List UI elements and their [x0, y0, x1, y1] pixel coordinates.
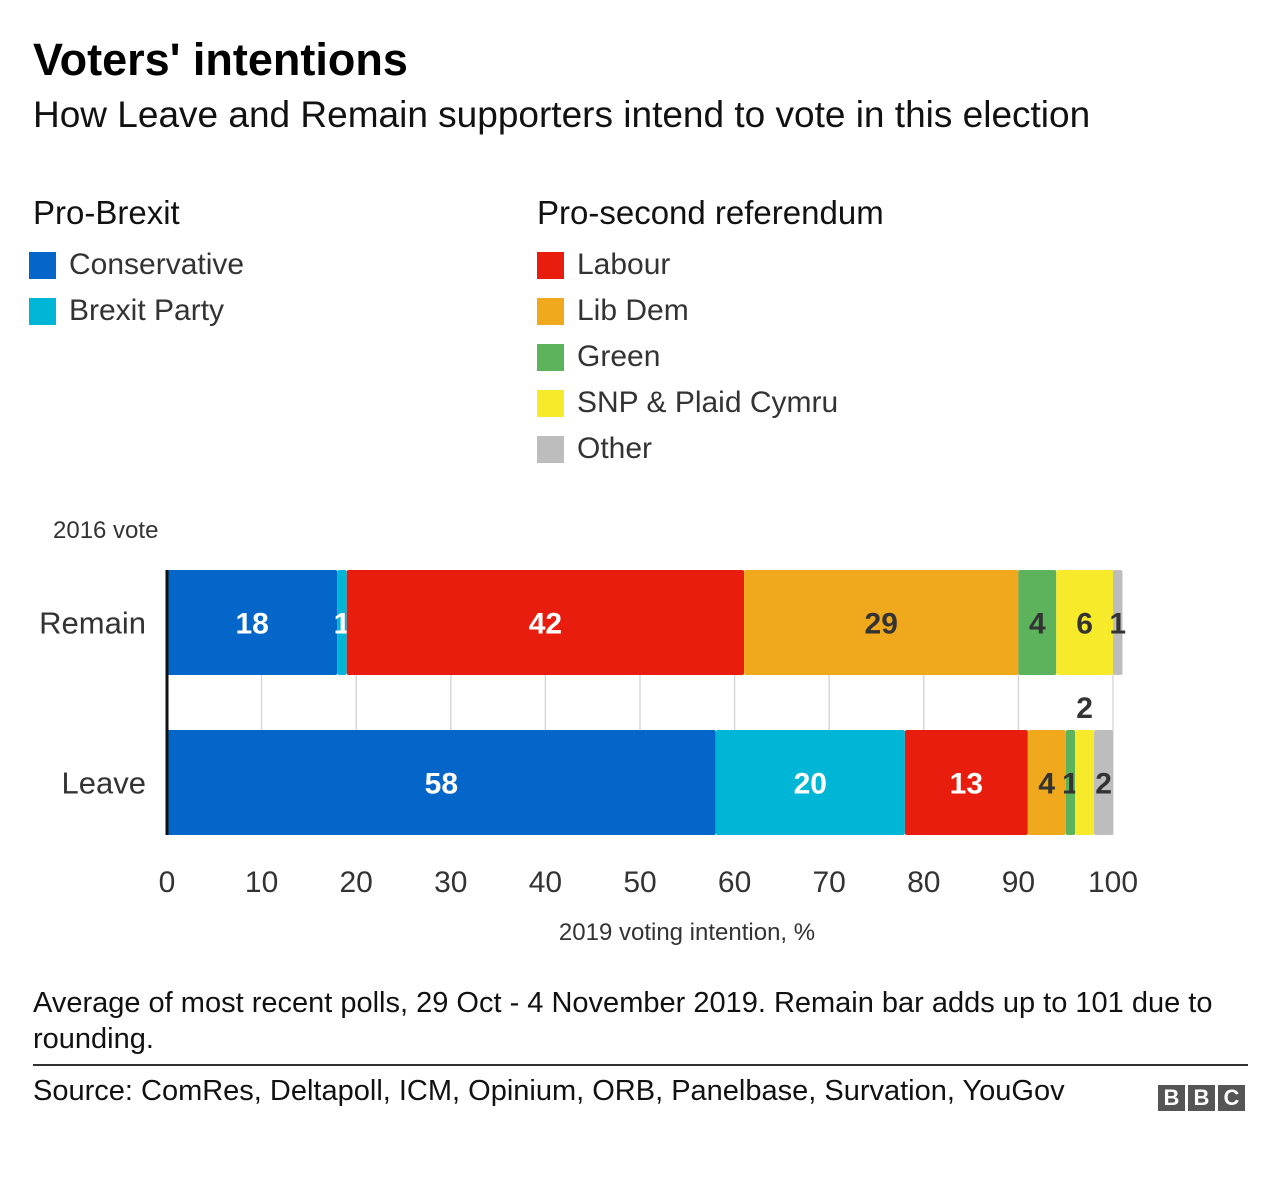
- bar-segment: [1113, 570, 1123, 675]
- x-tick-label: 60: [718, 866, 751, 899]
- category-label: Remain: [39, 606, 146, 641]
- data-label: 1: [1062, 768, 1079, 801]
- data-label: 1: [1109, 608, 1126, 641]
- legend-swatch: [537, 343, 564, 371]
- y-axis-title: 2016 vote: [53, 517, 158, 544]
- legend-swatch: [29, 297, 56, 325]
- source-note: Source: ComRes, Deltapoll, ICM, Opinium,…: [33, 1075, 1065, 1107]
- legend-swatch: [29, 251, 56, 279]
- legend-heading: Pro-Brexit: [33, 194, 180, 231]
- x-tick-label: 70: [813, 866, 846, 899]
- legend-label: Lib Dem: [577, 294, 689, 327]
- x-tick-label: 90: [1002, 866, 1035, 899]
- bar-segment: [1018, 570, 1057, 675]
- legend-item-other: Other: [537, 426, 884, 472]
- data-label: 58: [425, 768, 458, 801]
- legend-heading: Pro-second referendum: [537, 194, 884, 231]
- legend-label: Brexit Party: [69, 294, 225, 327]
- legend-label: Conservative: [69, 248, 245, 281]
- legend-label: Other: [577, 432, 653, 465]
- data-label: 18: [235, 608, 268, 641]
- legend-label: Green: [577, 340, 661, 373]
- data-label: 42: [529, 608, 562, 641]
- data-label: 6: [1076, 608, 1093, 641]
- stacked-bar-chart: 0 10 20 30 40 50 60 70 80 90 100 2016 vote 2019 voti…: [39, 517, 1138, 946]
- x-tick-label: 20: [340, 866, 373, 899]
- legend-item-brexit-party: Brexit Party: [29, 288, 244, 334]
- legend-swatch: [537, 297, 564, 325]
- bar-segment: [715, 730, 905, 835]
- legend-label: Labour: [577, 248, 671, 281]
- bar-segment: [744, 570, 1019, 675]
- bar-segment: [1075, 730, 1095, 835]
- legend-item-lib-dem: Lib Dem: [537, 288, 884, 334]
- data-label: 20: [794, 768, 827, 801]
- data-label: 1: [334, 608, 351, 641]
- legend-swatch: [537, 435, 564, 463]
- x-tick-label: 40: [529, 866, 562, 899]
- x-tick-label: 30: [434, 866, 467, 899]
- data-label: 13: [950, 768, 983, 801]
- data-label: 2: [1076, 692, 1093, 725]
- bar-segment: [1027, 730, 1066, 835]
- data-label: 4: [1038, 768, 1055, 801]
- bar-segment: [1094, 730, 1113, 835]
- data-label: 4: [1029, 608, 1046, 641]
- footnote: Average of most recent polls, 29 Oct - 4…: [33, 987, 1213, 1055]
- bar-segment: [346, 570, 745, 675]
- bar-segment: [167, 570, 338, 675]
- data-label: 2: [1095, 768, 1112, 801]
- x-axis-title: 2019 voting intention, %: [559, 919, 815, 946]
- legend-group-pro-second-referendum: Pro-second referendum Labour Lib Dem Gre…: [537, 194, 884, 472]
- bar-segment: [167, 730, 716, 835]
- legend-swatch: [537, 389, 564, 417]
- divider: [33, 1064, 1248, 1066]
- x-tick-label: 10: [245, 866, 278, 899]
- x-tick-label: 80: [907, 866, 940, 899]
- legend-item-green: Green: [537, 334, 884, 380]
- bar-segment: [337, 570, 347, 675]
- data-label: 29: [865, 608, 898, 641]
- legend-item-conservative: Conservative: [29, 242, 244, 288]
- chart-subtitle: How Leave and Remain supporters intend t…: [33, 94, 1091, 135]
- bar-segment: [904, 730, 1028, 835]
- legend-swatch: [537, 251, 564, 279]
- category-label: Leave: [62, 766, 146, 801]
- legend-item-labour: Labour: [537, 242, 884, 288]
- x-tick-label: 100: [1088, 866, 1138, 899]
- legend-label: SNP & Plaid Cymru: [577, 386, 839, 419]
- chart-title: Voters' intentions: [33, 34, 408, 85]
- bar-segment: [1065, 730, 1076, 835]
- bar-segment: [1056, 570, 1113, 675]
- x-tick-label: 50: [623, 866, 656, 899]
- legend-group-pro-brexit: Pro-Brexit Conservative Brexit Party: [29, 194, 244, 334]
- legend-item-snp-plaid: SNP & Plaid Cymru: [537, 380, 884, 426]
- x-tick-label: 0: [159, 866, 176, 899]
